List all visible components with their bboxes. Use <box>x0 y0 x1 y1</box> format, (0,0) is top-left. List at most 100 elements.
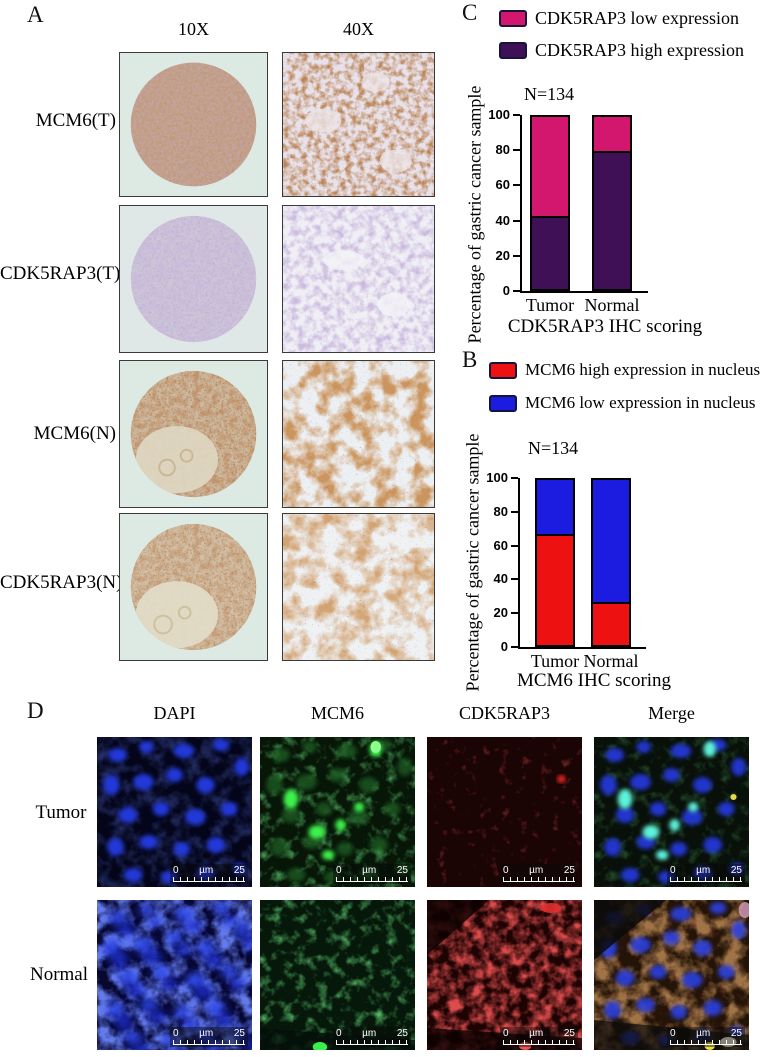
row-label-mcm6-tumor: MCM6(T) <box>35 110 116 131</box>
scale-bar-ruler <box>336 1040 408 1045</box>
if-image-dapi-tumor: 0 µm 25 <box>97 737 252 887</box>
ihc-image-cdk5rap3-normal-40x <box>282 513 435 661</box>
scale-bar-ruler <box>670 1040 742 1045</box>
bar-segment <box>593 603 629 645</box>
scale-bar-value: 25 <box>730 865 742 876</box>
scale-bar-unit: µm <box>696 1028 711 1039</box>
row-label-cdk5rap3-tumor: CDK5RAP3(T) <box>0 263 121 284</box>
stacked-bar-tumor <box>535 478 575 647</box>
sample-size-annotation: N=134 <box>524 84 575 104</box>
bar-segment <box>594 117 630 154</box>
x-axis-title: MCM6 IHC scoring <box>516 670 672 691</box>
x-category-label: Normal <box>584 295 640 315</box>
scale-bar-zero: 0 <box>503 865 509 876</box>
x-category-label: Tumor <box>530 651 580 671</box>
x-axis-title: CDK5RAP3 IHC scoring <box>507 316 703 337</box>
scale-bar-zero: 0 <box>336 865 342 876</box>
if-image-mcm6-tumor: 0 µm 25 <box>260 737 415 887</box>
scale-bar: 0 µm 25 <box>500 864 578 884</box>
legend-entry-cdk5rap3-low: CDK5RAP3 low expression <box>499 8 739 29</box>
ihc-image-mcm6-tumor-10x <box>119 52 268 197</box>
scale-bar-unit: µm <box>529 865 544 876</box>
row-label-cdk5rap3-normal: CDK5RAP3(N) <box>0 572 123 593</box>
legend-swatch-high <box>489 361 517 379</box>
scale-bar-value: 25 <box>563 1028 575 1039</box>
row-label-mcm6-normal: MCM6(N) <box>33 423 116 444</box>
scale-bar-unit: µm <box>696 865 711 876</box>
legend-label-high: MCM6 high expression in nucleus <box>525 360 761 379</box>
y-axis-tick <box>513 290 520 292</box>
scale-bar-unit: µm <box>362 1028 377 1039</box>
stacked-bar-tumor <box>530 115 570 291</box>
y-axis-tick <box>513 254 520 257</box>
scale-bar-zero: 0 <box>173 1028 179 1039</box>
if-image-mcm6-normal: 0 µm 25 <box>260 900 415 1050</box>
scale-bar-value: 25 <box>563 865 575 876</box>
scale-bar-ruler <box>173 1040 245 1045</box>
panel-c-label: C <box>462 0 478 25</box>
ihc-image-mcm6-tumor-40x <box>282 52 435 197</box>
scale-bar-ruler <box>503 877 575 882</box>
ihc-image-cdk5rap3-normal-10x <box>119 513 268 661</box>
bar-segment <box>532 218 568 289</box>
y-axis-title: Percentage of gastric cancer sample <box>462 433 483 692</box>
y-axis-tick-label: 40 <box>493 571 508 587</box>
y-axis-tick-label: 40 <box>495 212 510 228</box>
scale-bar-zero: 0 <box>670 865 676 876</box>
scale-bar-unit: µm <box>199 1028 214 1039</box>
scale-bar-zero: 0 <box>336 1028 342 1039</box>
if-image-dapi-normal: 0 µm 25 <box>97 900 252 1050</box>
y-axis-tick <box>511 646 518 648</box>
panel-b-label: B <box>462 347 478 372</box>
y-axis-tick <box>513 114 520 116</box>
scale-bar-value: 25 <box>730 1028 742 1039</box>
scale-bar-ruler <box>503 1040 575 1045</box>
scale-bar-value: 25 <box>396 1028 408 1039</box>
y-axis-tick-label: 100 <box>486 470 508 485</box>
y-axis-tick <box>511 612 518 615</box>
x-category-label: Tumor <box>525 295 575 315</box>
scale-bar: 0 µm 25 <box>500 1027 578 1047</box>
column-header-cdk5rap3: CDK5RAP3 <box>458 703 551 723</box>
scale-bar: 0 µm 25 <box>333 1027 411 1047</box>
y-axis-title: Percentage of gastric cancer sample <box>464 85 485 344</box>
scale-bar-ruler <box>670 877 742 882</box>
column-header-40x: 40X <box>343 19 374 39</box>
y-axis-tick <box>513 184 520 187</box>
y-axis-tick <box>513 219 520 222</box>
y-axis-tick <box>511 578 518 581</box>
legend-entry-cdk5rap3-high: CDK5RAP3 high expression <box>499 40 744 61</box>
column-header-10x: 10X <box>178 19 209 39</box>
panel-d-label: D <box>27 698 44 723</box>
y-axis-tick-label: 100 <box>488 107 510 122</box>
legend-swatch-high <box>499 42 527 59</box>
plot-area: 0 20 40 60 80 100 Tumor Normal <box>486 470 646 671</box>
scale-bar-zero: 0 <box>670 1028 676 1039</box>
y-axis-tick-label: 20 <box>493 605 508 621</box>
y-axis-tick-label: 80 <box>493 503 508 519</box>
ihc-image-mcm6-normal-10x <box>119 360 268 508</box>
ihc-image-cdk5rap3-tumor-10x <box>119 205 268 353</box>
bar-segment <box>594 153 630 289</box>
scale-bar: 0 µm 25 <box>667 864 745 884</box>
scale-bar: 0 µm 25 <box>333 864 411 884</box>
panel-a-label: A <box>27 2 44 27</box>
column-header-mcm6: MCM6 <box>310 703 364 723</box>
legend-label-low: MCM6 low expression in nucleus <box>525 393 756 412</box>
scale-bar-ruler <box>336 877 408 882</box>
if-image-cdk5rap3-tumor: 0 µm 25 <box>427 737 582 887</box>
scale-bar-ruler <box>173 877 245 882</box>
y-axis-tick-label: 0 <box>500 639 508 654</box>
if-image-cdk5rap3-normal: 0 µm 25 <box>427 900 582 1050</box>
legend-swatch-low <box>499 10 527 27</box>
sample-size-annotation: N=134 <box>528 438 579 458</box>
scale-bar-unit: µm <box>529 1028 544 1039</box>
plot-area: 0 20 40 60 80 100 Tumor Normal <box>488 107 648 315</box>
ihc-image-mcm6-normal-40x <box>282 360 435 508</box>
y-axis-tick-label: 60 <box>493 537 508 553</box>
scale-bar-value: 25 <box>233 1028 245 1039</box>
scale-bar: 0 µm 25 <box>170 864 248 884</box>
if-image-merge-normal: 0 µm 25 <box>594 900 749 1050</box>
scale-bar-unit: µm <box>362 865 377 876</box>
x-category-label: Normal <box>583 651 639 671</box>
